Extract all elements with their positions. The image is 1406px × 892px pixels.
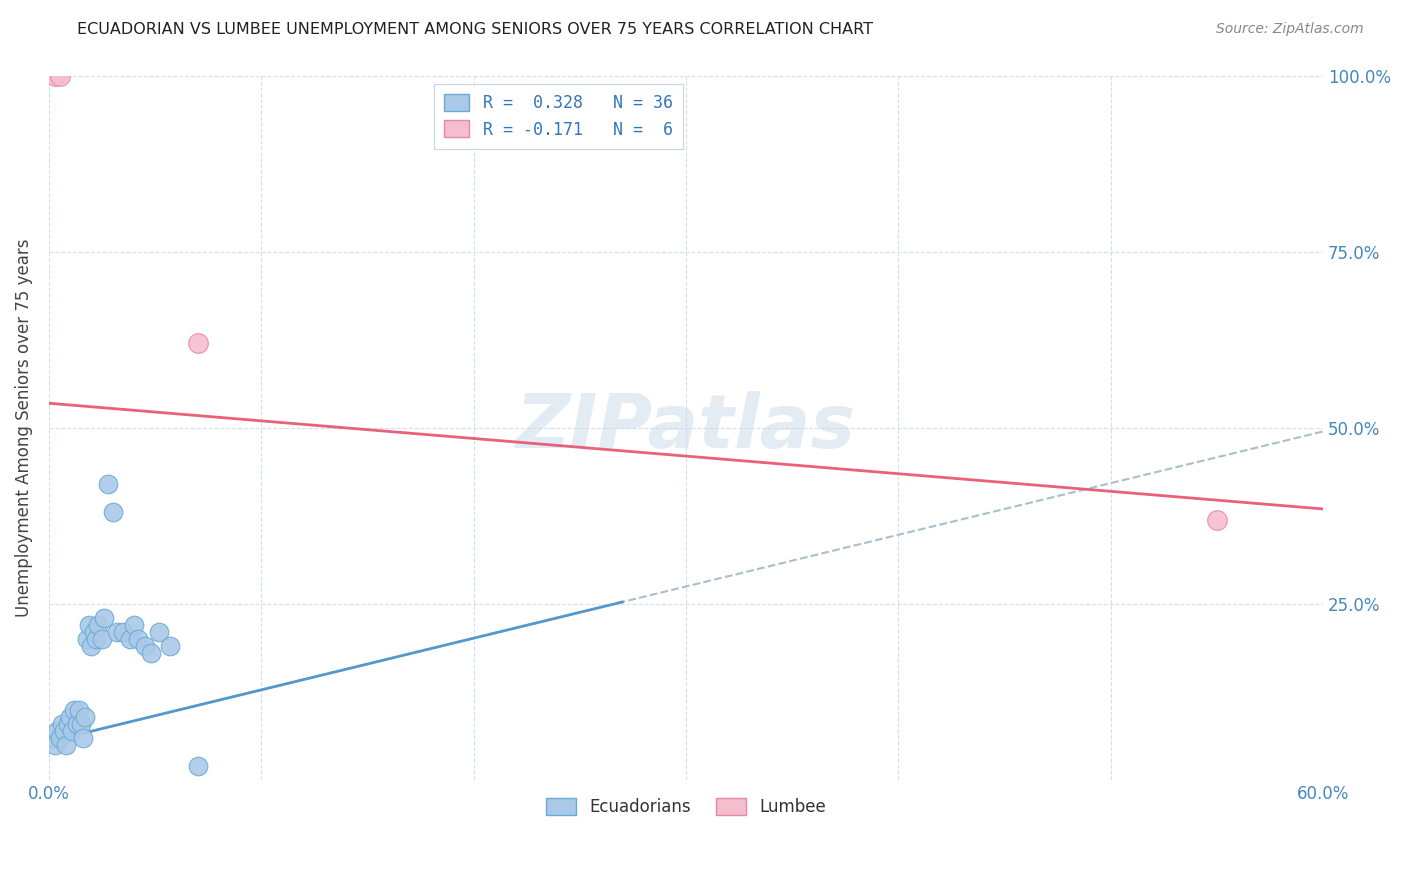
Point [134,640,156,654]
Point [83,625,105,640]
Point [79,618,101,632]
Point [42,731,65,745]
Point [69,717,91,731]
Point [52,723,75,738]
Point [56,717,79,731]
Point [80,640,103,654]
Point [139,647,162,661]
Point [59,710,82,724]
Point [44,69,66,83]
Text: ECUADORIAN VS LUMBEE UNEMPLOYMENT AMONG SENIORS OVER 75 YEARS CORRELATION CHART: ECUADORIAN VS LUMBEE UNEMPLOYMENT AMONG … [77,22,873,37]
Point [51,717,73,731]
Point [65,717,87,731]
Text: Source: ZipAtlas.com: Source: ZipAtlas.com [1216,22,1364,37]
Point [75,710,97,724]
Point [112,625,135,640]
Point [122,618,145,632]
Text: ZIPatlas: ZIPatlas [516,392,856,465]
Point [72,731,94,745]
Point [105,625,128,640]
Point [1206,512,1229,526]
Point [76,632,98,647]
Point [127,632,149,647]
Point [159,640,181,654]
Point [187,759,209,773]
Point [44,738,66,752]
Point [55,738,77,752]
Point [93,611,115,625]
Point [48,731,70,745]
Point [91,632,114,647]
Point [87,618,110,632]
Y-axis label: Unemployment Among Seniors over 75 years: Unemployment Among Seniors over 75 years [15,239,32,617]
Point [48,69,70,83]
Point [148,625,170,640]
Point [187,336,209,351]
Point [101,506,124,520]
Point [97,477,120,491]
Point [46,723,69,738]
Point [118,632,141,647]
Point [84,632,107,647]
Point [63,703,86,717]
Point [67,703,90,717]
Legend: Ecuadorians, Lumbee: Ecuadorians, Lumbee [537,790,834,825]
Point [60,723,83,738]
